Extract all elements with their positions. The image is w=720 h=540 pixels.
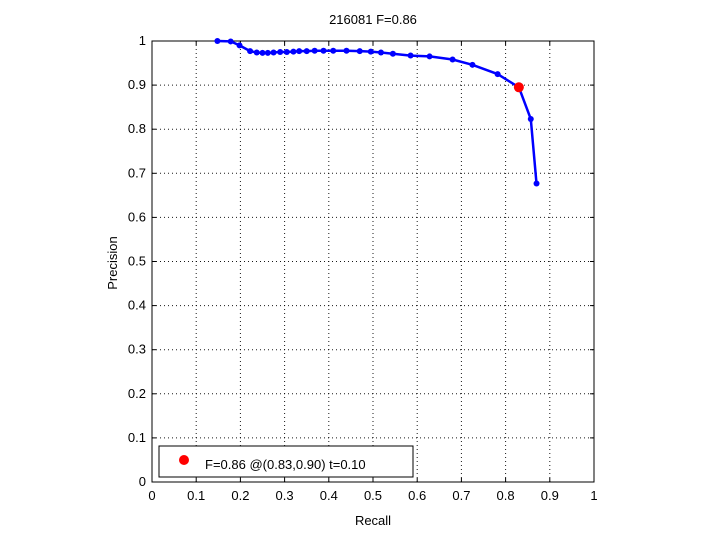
x-tick-label: 0.4 — [320, 488, 338, 503]
pr-curve-point — [533, 180, 540, 187]
x-tick-label: 0.1 — [187, 488, 205, 503]
pr-curve-point — [367, 48, 374, 55]
pr-curve-point — [247, 48, 254, 55]
y-tick-label: 0.8 — [128, 121, 146, 136]
x-tick-labels: 0 0.1 0.2 0.3 0.4 0.5 0.6 0.7 0.8 0.9 1 — [148, 488, 597, 503]
pr-curve-point — [236, 42, 243, 49]
pr-curve-point — [527, 116, 534, 123]
pr-curve-point — [449, 56, 456, 63]
legend-box — [158, 445, 414, 478]
y-tick-label: 0.9 — [128, 77, 146, 92]
y-tick-labels: 0 0.1 0.2 0.3 0.4 0.5 0.6 0.7 0.8 0.9 1 — [128, 33, 146, 489]
x-tick-label: 0.7 — [452, 488, 470, 503]
best-f-point — [513, 82, 524, 93]
pr-curve-point — [270, 49, 277, 56]
legend: F=0.86 @(0.83,0.90) t=0.10 — [158, 445, 414, 478]
y-tick-label: 0.5 — [128, 254, 146, 269]
pr-curve-point — [356, 48, 363, 55]
pr-curve-point — [320, 47, 327, 54]
x-tick-label: 0.6 — [408, 488, 426, 503]
y-tick-label: 0.1 — [128, 430, 146, 445]
pr-curve-point — [494, 71, 501, 78]
x-tick-label: 0.8 — [497, 488, 515, 503]
grid-lines — [152, 41, 594, 482]
pr-curve-point — [264, 49, 271, 56]
axis-ticks — [151, 40, 595, 483]
y-tick-label: 0.2 — [128, 386, 146, 401]
pr-curve-point — [214, 38, 221, 44]
pr-curve-point — [303, 48, 310, 55]
y-tick-label: 0.4 — [128, 298, 146, 313]
x-tick-label: 0.9 — [541, 488, 559, 503]
pr-curve-point — [259, 49, 266, 56]
y-tick-label: 1 — [139, 33, 146, 48]
x-axis-label: Recall — [355, 513, 391, 528]
y-tick-label: 0 — [139, 474, 146, 489]
y-tick-label: 0.6 — [128, 209, 146, 224]
pr-curve-point — [330, 47, 337, 54]
pr-curve-point — [469, 61, 476, 68]
chart-title: 216081 F=0.86 — [329, 12, 417, 27]
pr-curve-point — [277, 49, 284, 56]
x-tick-label: 1 — [590, 488, 597, 503]
legend-label: F=0.86 @(0.83,0.90) t=0.10 — [205, 457, 366, 472]
pr-curve-point — [227, 38, 234, 45]
x-tick-label: 0.5 — [364, 488, 382, 503]
pr-curve-point — [290, 48, 297, 55]
pr-curve-point — [426, 53, 433, 60]
pr-curve-point — [377, 49, 384, 56]
pr-curve-point — [296, 48, 303, 55]
y-tick-label: 0.3 — [128, 342, 146, 357]
pr-curve-point — [389, 50, 396, 57]
y-axis-label: Precision — [105, 236, 120, 289]
pr-curve-point — [343, 47, 350, 54]
x-tick-label: 0.2 — [231, 488, 249, 503]
x-tick-label: 0.3 — [276, 488, 294, 503]
pr-curve-point — [253, 49, 260, 56]
x-tick-label: 0 — [148, 488, 155, 503]
pr-curve-point — [311, 47, 318, 54]
series-layer — [214, 38, 540, 187]
pr-curve-point — [407, 52, 414, 59]
y-tick-label: 0.7 — [128, 165, 146, 180]
pr-curve-point — [283, 49, 290, 56]
legend-marker — [179, 455, 189, 465]
